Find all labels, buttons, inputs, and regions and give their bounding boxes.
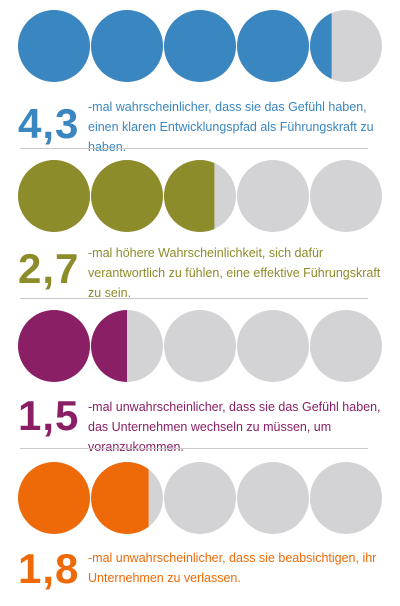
- stat-block-2: 2,7 -mal höhere Wahrscheinlichkeit, sich…: [0, 154, 400, 304]
- unit-circle-3-1: [18, 310, 90, 382]
- stat-text-4: -mal unwahrscheinlicher, dass sie beabsi…: [88, 551, 377, 585]
- unit-circle-4-3: [164, 462, 236, 534]
- circle-row-1: [18, 10, 382, 82]
- unit-circle-4-1: [18, 462, 90, 534]
- unit-circle-1-4: [237, 10, 309, 82]
- stat-value-3: 1,5: [18, 392, 80, 439]
- divider-1: [20, 148, 368, 149]
- unit-circle-2-5: [310, 160, 382, 232]
- stat-text-3: -mal unwahrscheinlicher, dass sie das Ge…: [88, 400, 381, 454]
- stat-block-4: 1,8 -mal unwahrscheinlicher, dass sie be…: [0, 456, 400, 606]
- stat-block-3: 1,5 -mal unwahrscheinlicher, dass sie da…: [0, 304, 400, 454]
- unit-circle-4-5: [310, 462, 382, 534]
- unit-circle-3-3: [164, 310, 236, 382]
- stat-text-1: -mal wahrscheinlicher, dass sie das Gefü…: [88, 100, 374, 154]
- stat-block-1: 4,3 -mal wahrscheinlicher, dass sie das …: [0, 4, 400, 154]
- unit-circle-4-4: [237, 462, 309, 534]
- unit-circle-2-1: [18, 160, 90, 232]
- stat-value-2: 2,7: [18, 245, 80, 292]
- unit-circle-3-4: [237, 310, 309, 382]
- stat-value-4: 1,8: [18, 545, 80, 592]
- circle-row-2: [18, 160, 382, 232]
- stat-text-2: -mal höhere Wahrscheinlichkeit, sich daf…: [88, 246, 381, 300]
- divider-2: [20, 298, 368, 299]
- unit-circle-4-2: [91, 462, 163, 534]
- unit-circle-1-5: [310, 10, 382, 82]
- circle-row-3: [18, 310, 382, 382]
- unit-circle-2-3: [164, 160, 236, 232]
- circle-row-4: [18, 462, 382, 534]
- unit-circle-2-4: [237, 160, 309, 232]
- unit-circle-2-2: [91, 160, 163, 232]
- unit-circle-3-2: [91, 310, 163, 382]
- unit-circle-1-2: [91, 10, 163, 82]
- divider-3: [20, 448, 368, 449]
- unit-circle-1-1: [18, 10, 90, 82]
- unit-circle-1-3: [164, 10, 236, 82]
- stat-value-1: 4,3: [18, 100, 80, 147]
- unit-circle-3-5: [310, 310, 382, 382]
